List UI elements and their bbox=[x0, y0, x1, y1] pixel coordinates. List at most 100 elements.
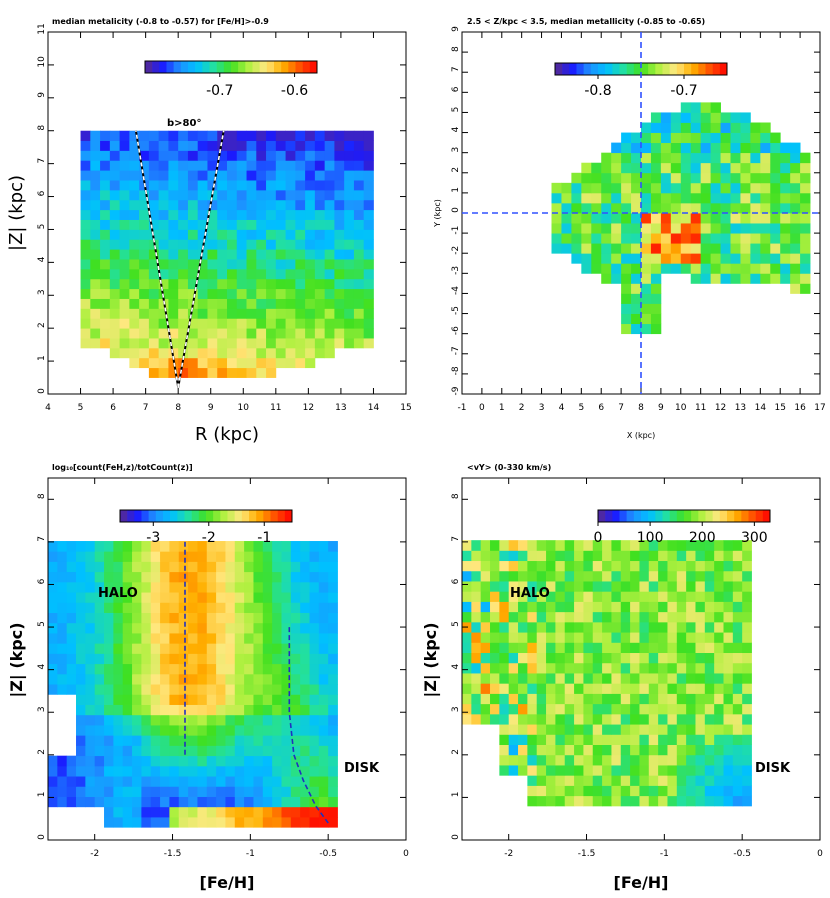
heatmap-cell bbox=[536, 734, 547, 745]
heatmap-cell bbox=[216, 551, 226, 562]
y-tick-label: 0 bbox=[451, 834, 461, 840]
heatmap-cell bbox=[732, 683, 743, 694]
heatmap-cell bbox=[740, 273, 751, 284]
heatmap-cell bbox=[225, 704, 236, 716]
heatmap-cell bbox=[536, 713, 547, 725]
heatmap-cell bbox=[318, 786, 329, 797]
heatmap-cell bbox=[499, 713, 510, 725]
heatmap-cell bbox=[129, 249, 140, 260]
heatmap-cell bbox=[328, 653, 338, 665]
heatmap-cell bbox=[518, 765, 528, 776]
heatmap-cell bbox=[499, 734, 510, 745]
heatmap-cell bbox=[760, 122, 771, 133]
heatmap-cell bbox=[48, 765, 58, 777]
heatmap-cell bbox=[150, 776, 161, 787]
heatmap-cell bbox=[700, 122, 712, 133]
x-tick-label: 10 bbox=[675, 403, 687, 413]
heatmap-cell bbox=[281, 806, 292, 818]
heatmap-cell bbox=[309, 602, 320, 613]
heatmap-cell bbox=[641, 273, 652, 284]
heatmap-cell bbox=[234, 776, 245, 787]
heatmap-cell bbox=[225, 592, 236, 603]
heatmap-cell bbox=[217, 318, 228, 329]
heatmap-cell bbox=[344, 170, 355, 181]
heatmap-cell bbox=[621, 182, 632, 194]
heatmap-cell bbox=[518, 652, 528, 664]
heatmap-cell bbox=[76, 541, 86, 552]
heatmap-cell bbox=[169, 765, 180, 777]
heatmap-cell bbox=[253, 612, 264, 624]
x-tick-label: 5 bbox=[578, 403, 584, 413]
heatmap-cell bbox=[695, 632, 706, 643]
heatmap-cell bbox=[141, 776, 152, 787]
heatmap-cell bbox=[344, 318, 355, 329]
heatmap-cell bbox=[508, 591, 519, 602]
heatmap-cell bbox=[631, 162, 642, 174]
heatmap-cell bbox=[158, 170, 169, 181]
heatmap-cell bbox=[158, 209, 169, 220]
heatmap-cell bbox=[187, 249, 199, 260]
heatmap-cell bbox=[66, 643, 77, 654]
heatmap-cell bbox=[314, 308, 326, 319]
heatmap-cell bbox=[309, 571, 320, 583]
heatmap-cell bbox=[148, 278, 160, 290]
heatmap-cell bbox=[363, 298, 374, 309]
heatmap-cell bbox=[353, 288, 365, 299]
heatmap-cell bbox=[328, 622, 338, 634]
heatmap-cell bbox=[129, 308, 140, 319]
heatmap-cell bbox=[344, 150, 355, 161]
colorbar-tick-label: -0.8 bbox=[584, 83, 611, 99]
heatmap-cell bbox=[700, 202, 712, 214]
heatmap-cell bbox=[660, 112, 672, 123]
heatmap-cell bbox=[564, 734, 575, 745]
heatmap-cell bbox=[704, 560, 715, 572]
heatmap-cell bbox=[94, 561, 105, 573]
heatmap-cell bbox=[318, 684, 329, 695]
heatmap-cell bbox=[592, 591, 603, 602]
heatmap-cell bbox=[197, 776, 208, 787]
heatmap-cell bbox=[732, 795, 743, 807]
heatmap-cell bbox=[253, 592, 264, 603]
heatmap-cell bbox=[363, 338, 374, 349]
heatmap-cell bbox=[272, 653, 282, 665]
heatmap-cell bbox=[353, 229, 365, 240]
heatmap-cell bbox=[309, 633, 320, 644]
heatmap-cell bbox=[695, 621, 706, 633]
colorbar-tick-label: 300 bbox=[741, 530, 768, 546]
heatmap-cell bbox=[217, 140, 228, 151]
heatmap-cell bbox=[169, 786, 180, 797]
heatmap-cell bbox=[57, 592, 68, 603]
heatmap-cell bbox=[246, 338, 257, 349]
heatmap-cell bbox=[631, 283, 642, 294]
heatmap-cell bbox=[760, 152, 771, 164]
heatmap-cell bbox=[85, 673, 96, 685]
heatmap-cell bbox=[770, 263, 781, 274]
heatmap-cell bbox=[732, 703, 743, 715]
heatmap-cell bbox=[309, 612, 320, 624]
heatmap-cell bbox=[217, 357, 228, 369]
heatmap-cell bbox=[160, 643, 170, 654]
heatmap-cell bbox=[770, 162, 781, 174]
heatmap-cell bbox=[132, 541, 142, 552]
heatmap-cell bbox=[790, 182, 801, 194]
heatmap-cell bbox=[363, 150, 374, 161]
heatmap-cell bbox=[132, 725, 142, 736]
heatmap-cell bbox=[178, 160, 189, 171]
heatmap-cell bbox=[76, 581, 86, 593]
heatmap-cell bbox=[90, 338, 101, 349]
y-tick-label: 0 bbox=[451, 207, 461, 213]
heatmap-cell bbox=[48, 541, 58, 552]
heatmap-cell bbox=[262, 592, 273, 603]
heatmap-cell bbox=[119, 239, 130, 250]
heatmap-cell bbox=[592, 642, 603, 654]
heatmap-cell bbox=[704, 703, 715, 715]
heatmap-cell bbox=[730, 202, 741, 214]
x-tick-label: 8 bbox=[175, 403, 181, 413]
heatmap-cell bbox=[564, 652, 575, 664]
heatmap-cell bbox=[57, 622, 68, 634]
heatmap-cell bbox=[207, 298, 218, 309]
heatmap-cell bbox=[686, 581, 696, 592]
heatmap-cell bbox=[295, 259, 306, 270]
heatmap-cell bbox=[602, 754, 612, 766]
heatmap-cell bbox=[246, 259, 257, 270]
